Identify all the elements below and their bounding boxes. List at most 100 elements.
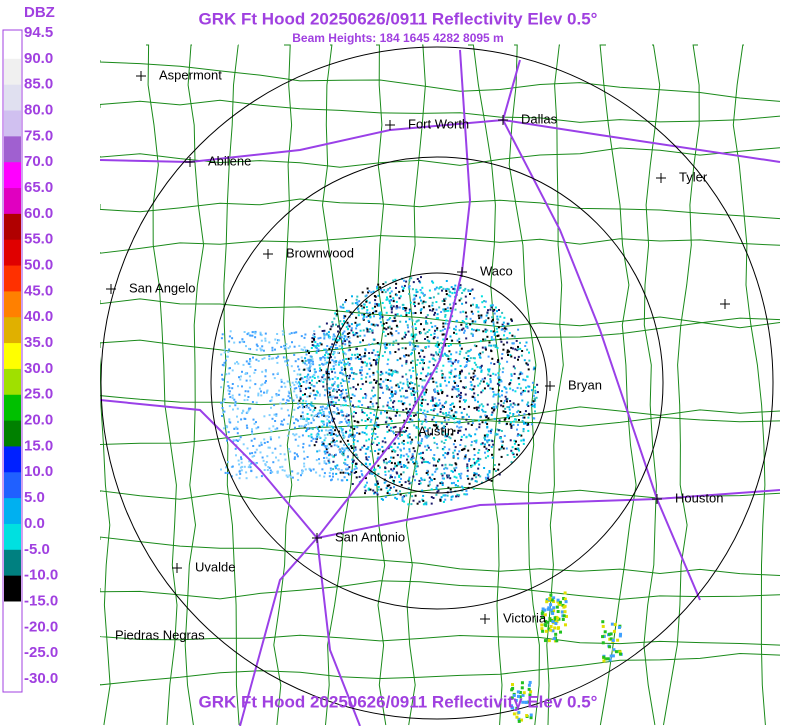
legend-label: -5.0	[24, 541, 50, 558]
echo	[293, 456, 296, 459]
county-line	[99, 147, 781, 168]
echo	[403, 500, 406, 503]
echo	[374, 295, 377, 298]
echo	[391, 372, 394, 375]
county-line	[405, 44, 426, 726]
legend-swatch	[4, 420, 21, 447]
legend-unit: DBZ	[24, 4, 55, 21]
echo	[337, 339, 340, 342]
echo	[602, 655, 606, 659]
echo	[457, 360, 460, 362]
echo	[242, 363, 245, 366]
echo	[421, 420, 424, 423]
echo	[359, 371, 362, 374]
echo	[347, 424, 350, 427]
echo	[487, 309, 489, 312]
echo	[356, 353, 359, 356]
echo	[509, 354, 512, 357]
echo	[533, 366, 536, 369]
echo	[223, 427, 226, 430]
echo	[340, 385, 343, 387]
echo	[421, 286, 424, 289]
echo	[489, 378, 492, 380]
echo	[477, 457, 480, 460]
echo	[340, 430, 343, 433]
echo	[359, 334, 362, 337]
echo	[544, 624, 548, 628]
echo	[390, 369, 393, 372]
echo	[400, 477, 402, 480]
echo	[425, 316, 428, 319]
echo	[501, 440, 504, 443]
echo	[286, 475, 289, 478]
echo	[402, 409, 405, 411]
echo	[511, 451, 514, 454]
echo	[314, 370, 317, 373]
echo	[395, 307, 398, 310]
echo	[536, 391, 539, 394]
echo	[488, 444, 491, 447]
echo	[354, 412, 357, 414]
echo	[403, 354, 405, 357]
echo	[328, 353, 331, 356]
echo	[287, 395, 290, 398]
echo	[441, 374, 444, 377]
echo	[347, 357, 350, 360]
highways	[99, 49, 781, 726]
echo	[393, 467, 395, 470]
echo	[362, 317, 365, 320]
echo	[364, 396, 367, 399]
echo	[435, 493, 438, 496]
echo	[407, 436, 410, 439]
echo	[374, 474, 376, 477]
echo	[364, 489, 367, 492]
echo	[449, 437, 452, 440]
echo	[475, 406, 478, 409]
echo	[496, 335, 499, 337]
echo	[356, 432, 358, 434]
echo	[442, 430, 445, 433]
echo	[475, 345, 478, 348]
echo	[443, 425, 446, 428]
echo	[470, 466, 473, 468]
echo	[438, 458, 441, 461]
legend-label: 80.0	[24, 101, 53, 118]
echo	[465, 358, 468, 360]
echo	[305, 363, 308, 366]
echo	[369, 315, 372, 318]
echo	[368, 375, 371, 378]
echo	[471, 367, 474, 370]
echo	[408, 287, 411, 290]
echo	[359, 388, 362, 390]
echo	[493, 312, 496, 315]
echo	[536, 383, 539, 386]
city-marker	[720, 299, 730, 309]
echo	[465, 364, 468, 367]
echo	[518, 695, 522, 699]
echo	[234, 362, 237, 365]
echo	[452, 415, 455, 417]
echo	[515, 706, 519, 710]
echo	[270, 430, 273, 433]
echo	[376, 436, 379, 438]
echo	[457, 457, 460, 460]
echo	[443, 494, 446, 497]
echo	[490, 330, 493, 333]
echo	[395, 489, 398, 492]
echo	[419, 482, 422, 485]
echo	[454, 328, 457, 331]
echo	[472, 357, 475, 360]
echo	[433, 390, 436, 392]
echo	[374, 437, 377, 440]
echo	[255, 427, 258, 430]
echo	[411, 335, 414, 338]
echo	[436, 467, 439, 470]
echo	[439, 329, 442, 332]
echo	[414, 396, 416, 399]
echo	[343, 398, 346, 401]
echo	[365, 380, 368, 383]
echo	[275, 393, 278, 396]
echo	[459, 311, 462, 314]
city-marker	[395, 427, 405, 437]
echo	[449, 477, 452, 480]
